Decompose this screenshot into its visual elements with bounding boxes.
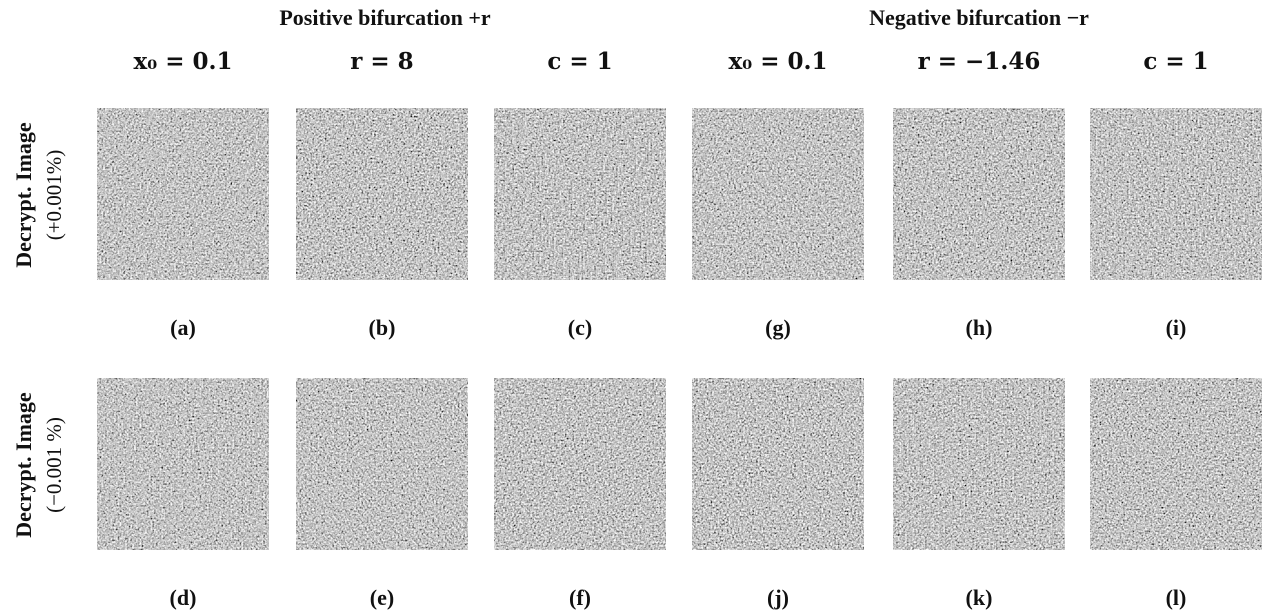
panel-caption: (f) — [569, 585, 591, 610]
row-sublabel: (+0.001%) — [42, 150, 66, 241]
panel-caption: (h) — [966, 315, 993, 340]
column-label: x₀ = 0.1 — [133, 48, 232, 75]
panel-caption: (a) — [170, 315, 196, 340]
image-panel — [692, 108, 864, 280]
image-panel — [494, 378, 666, 550]
row-label: Decrypt. Image — [11, 392, 36, 538]
column-label: r = −1.46 — [918, 48, 1041, 75]
image-panel — [296, 378, 468, 550]
panel-caption: (l) — [1166, 585, 1187, 610]
column-label: r = 8 — [350, 48, 413, 75]
image-panel — [296, 108, 468, 280]
column-label: c = 1 — [1143, 48, 1208, 75]
row-label: Decrypt. Image — [11, 122, 36, 268]
panel-caption: (d) — [170, 585, 197, 610]
panel-caption: (i) — [1166, 315, 1187, 340]
image-panel — [494, 108, 666, 280]
group-title: Negative bifurcation −r — [869, 5, 1089, 30]
panel-caption: (k) — [966, 585, 993, 610]
column-label: x₀ = 0.1 — [728, 48, 827, 75]
image-panel — [97, 108, 269, 280]
panel-caption: (e) — [370, 585, 394, 610]
panel-caption: (c) — [568, 315, 592, 340]
group-title: Positive bifurcation +r — [279, 5, 491, 30]
image-panel — [692, 378, 864, 550]
panel-caption: (j) — [767, 585, 789, 610]
column-label: c = 1 — [547, 48, 612, 75]
image-panel — [1090, 108, 1262, 280]
panel-caption: (b) — [369, 315, 396, 340]
image-panel — [97, 378, 269, 550]
image-panel — [1090, 378, 1262, 550]
image-panel — [893, 378, 1065, 550]
image-panel — [893, 108, 1065, 280]
panel-caption: (g) — [765, 315, 791, 340]
row-sublabel: (−0.001 %) — [42, 417, 66, 513]
